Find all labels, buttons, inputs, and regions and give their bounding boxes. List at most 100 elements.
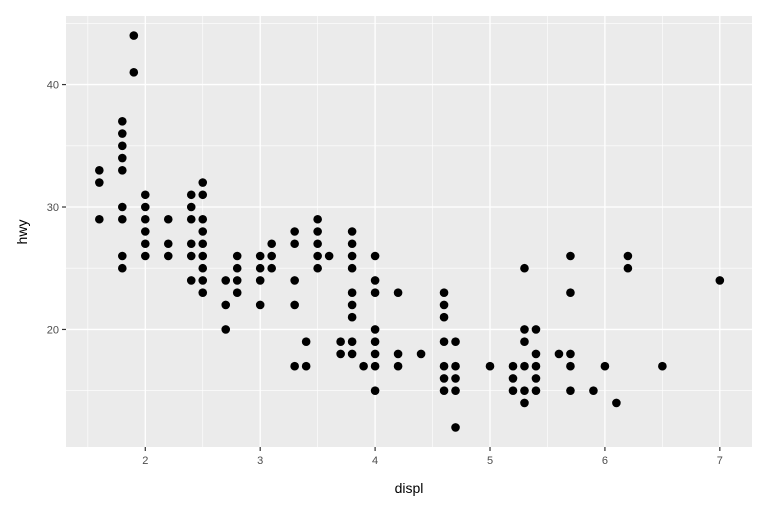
data-point	[186, 214, 196, 224]
data-point	[347, 288, 357, 298]
data-point	[324, 251, 334, 261]
data-point	[566, 288, 575, 298]
data-point	[313, 263, 322, 273]
data-point	[313, 214, 322, 224]
data-point	[232, 288, 242, 298]
data-point	[347, 239, 357, 249]
data-point	[393, 288, 403, 298]
data-point	[198, 276, 208, 285]
data-point	[95, 178, 104, 187]
data-point	[623, 251, 633, 261]
data-point	[520, 337, 529, 346]
data-point	[554, 349, 564, 359]
x-axis-title: displ	[395, 480, 424, 496]
data-point	[255, 263, 265, 273]
data-point	[198, 178, 208, 187]
data-point	[140, 190, 150, 200]
y-tick-label: 20	[47, 324, 59, 336]
data-point	[301, 361, 311, 371]
data-point	[623, 263, 633, 273]
x-tick-label: 2	[142, 455, 148, 467]
data-point	[658, 361, 667, 371]
data-point	[198, 214, 208, 224]
data-point	[520, 361, 529, 371]
data-point	[232, 251, 242, 261]
data-point	[95, 165, 104, 175]
x-tick-label: 5	[487, 455, 493, 467]
data-point	[566, 349, 575, 359]
data-point	[439, 337, 449, 346]
data-point	[140, 227, 150, 236]
data-point	[118, 117, 127, 126]
data-point	[221, 325, 231, 334]
data-point	[163, 251, 173, 261]
data-point	[336, 349, 345, 359]
data-point	[416, 349, 426, 359]
data-point	[221, 276, 231, 285]
plot-panel	[66, 16, 752, 447]
data-point	[566, 386, 575, 395]
data-point	[531, 349, 541, 359]
data-point	[118, 263, 127, 273]
data-point	[290, 276, 299, 285]
axes: 2 3 4 5 6 7 20 30 40	[47, 80, 723, 467]
data-point	[313, 227, 322, 236]
data-point	[186, 276, 196, 285]
data-point	[359, 361, 368, 371]
data-point	[508, 361, 518, 371]
data-point	[129, 68, 139, 77]
data-point	[347, 349, 357, 359]
data-point	[347, 337, 357, 346]
data-point	[118, 153, 127, 163]
data-point	[118, 202, 127, 212]
data-point	[313, 239, 322, 249]
data-point	[347, 227, 357, 236]
data-point	[118, 165, 127, 175]
data-point	[347, 300, 357, 310]
data-point	[198, 263, 208, 273]
major-gridlines	[66, 16, 752, 447]
data-point	[255, 300, 265, 310]
data-point	[140, 239, 150, 249]
x-tick-label: 4	[372, 455, 378, 467]
data-point	[290, 300, 299, 310]
data-point	[393, 361, 403, 371]
data-point	[140, 214, 150, 224]
data-point	[451, 361, 460, 371]
data-point	[370, 325, 380, 334]
data-point	[485, 361, 495, 371]
data-point	[370, 386, 380, 395]
data-point	[439, 312, 449, 322]
data-point	[370, 361, 380, 371]
data-point	[439, 300, 449, 310]
data-point	[589, 386, 598, 395]
data-points	[95, 31, 725, 432]
data-point	[508, 386, 518, 395]
data-point	[439, 288, 449, 298]
data-point	[232, 263, 242, 273]
data-point	[255, 276, 265, 285]
data-point	[393, 349, 403, 359]
data-point	[520, 386, 529, 395]
data-point	[531, 386, 541, 395]
data-point	[118, 141, 127, 151]
x-tick-label: 7	[717, 455, 723, 467]
data-point	[439, 386, 449, 395]
data-point	[221, 300, 231, 310]
data-point	[347, 251, 357, 261]
data-point	[163, 214, 173, 224]
data-point	[531, 361, 541, 371]
y-tick-label: 30	[47, 202, 59, 214]
data-point	[186, 202, 196, 212]
x-tick-label: 3	[257, 455, 263, 467]
data-point	[198, 190, 208, 200]
y-tick-label: 40	[47, 80, 59, 92]
y-axis-title: hwy	[14, 220, 30, 245]
data-point	[140, 202, 150, 212]
data-point	[370, 337, 380, 346]
data-point	[198, 288, 208, 298]
data-point	[347, 263, 357, 273]
data-point	[290, 361, 299, 371]
data-point	[267, 251, 276, 261]
